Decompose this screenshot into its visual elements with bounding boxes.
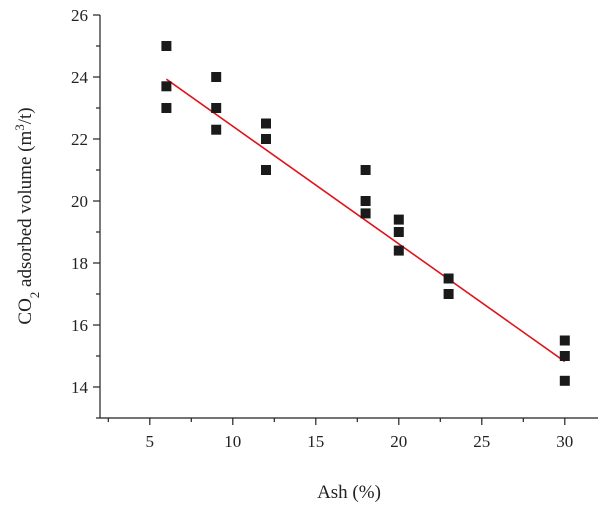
data-point — [559, 335, 570, 346]
data-point — [559, 351, 570, 361]
data-point — [161, 81, 172, 92]
data-point — [360, 165, 371, 175]
y-tick-label: 22 — [71, 130, 88, 149]
fit-line — [165, 78, 566, 363]
data-point — [360, 196, 371, 206]
data-point — [393, 245, 404, 256]
x-tick-label: 15 — [307, 432, 324, 451]
y-tick-label: 16 — [71, 316, 88, 335]
x-tick-label: 10 — [224, 432, 241, 451]
ticks: 5 10 15 20 25 30 14 16 18 20 22 24 26 — [71, 6, 573, 451]
y-tick-label: 14 — [71, 378, 89, 397]
y-axis-label-pre: CO — [15, 298, 36, 324]
y-tick-label: 26 — [71, 6, 88, 25]
data-point — [161, 103, 172, 113]
y-tick-label: 18 — [71, 254, 88, 273]
y-axis-label-post: /t) — [15, 107, 36, 124]
data-point — [261, 118, 271, 129]
data-point — [211, 72, 222, 82]
fit-line-group — [165, 78, 566, 363]
y-tick-label: 20 — [71, 192, 88, 211]
y-tick-label: 24 — [71, 68, 89, 87]
x-axis-label: Ash (%) — [317, 482, 381, 503]
data-points — [161, 41, 570, 386]
data-point — [211, 103, 222, 113]
y-axis-label-mid: adsorbed volume (m — [15, 131, 36, 292]
x-tick-label: 5 — [146, 432, 155, 451]
data-point — [443, 273, 454, 284]
data-point — [211, 124, 222, 135]
data-point — [393, 227, 404, 237]
data-point — [261, 165, 271, 175]
data-point — [360, 208, 371, 219]
x-tick-label: 30 — [556, 432, 573, 451]
y-axis-label-sub: 2 — [27, 292, 42, 299]
axes — [99, 15, 598, 419]
y-axis-label: CO2 adsorbed volume (m3/t) — [12, 107, 42, 324]
x-tick-label: 25 — [473, 432, 490, 451]
data-point — [393, 214, 404, 225]
data-point — [559, 375, 570, 386]
data-point — [161, 41, 172, 51]
x-tick-label: 20 — [390, 432, 407, 451]
data-point — [261, 134, 271, 144]
data-point — [443, 289, 454, 299]
y-axis-label-sup: 3 — [12, 124, 27, 131]
